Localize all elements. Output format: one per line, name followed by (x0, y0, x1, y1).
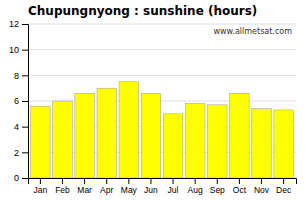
axis-domain (29, 179, 297, 185)
x-axis: Jan Feb Mar Apr May Jun Jul Aug Sep Oct Nov Dec (29, 178, 297, 195)
tick: May (121, 178, 138, 195)
tick: Nov (254, 178, 270, 195)
annotation: www.allmetsat.com (214, 27, 293, 36)
title: Chupungnyong : sunshine (hours) (28, 4, 257, 18)
tick-mark (22, 178, 28, 179)
tick-mark (22, 24, 28, 25)
tick-mark (150, 178, 151, 184)
tick: 6 (14, 96, 28, 106)
tick-label: 4 (14, 122, 19, 132)
tick-label: 2 (14, 148, 19, 158)
tick-mark (22, 50, 28, 51)
tick-label: Sep (210, 185, 225, 195)
bar (97, 88, 116, 178)
tick-label: 0 (14, 173, 19, 183)
tick: Dec (276, 178, 292, 195)
tick: 8 (14, 71, 28, 81)
bar (31, 106, 50, 178)
tick: Apr (100, 178, 113, 195)
tick-mark (283, 178, 284, 184)
tick: Oct (233, 178, 247, 195)
tick-label: Feb (55, 185, 70, 195)
tick-label: May (121, 185, 138, 195)
tick-mark (195, 178, 196, 184)
grid-line (28, 75, 296, 76)
chart: 0 2 4 6 8 10 12 Jan Feb Mar Apr May Jun Jul Aug Sep Oct N… (0, 0, 306, 200)
tick-label: 12 (9, 19, 19, 29)
tick: Aug (188, 178, 203, 195)
tick-mark (128, 178, 129, 184)
tick-label: Apr (100, 185, 113, 195)
tick-label: 10 (9, 45, 19, 55)
bar (119, 82, 138, 178)
tick-label: Jun (144, 185, 158, 195)
tick-label: Nov (254, 185, 270, 195)
tick-mark (22, 75, 28, 76)
tick: Feb (55, 178, 70, 195)
tick: Sep (210, 178, 225, 195)
grid-line (28, 24, 296, 25)
tick-label: 8 (14, 71, 19, 81)
tick-mark (22, 127, 28, 128)
grid (28, 24, 296, 178)
tick: Jan (34, 178, 48, 195)
tick-mark (106, 178, 107, 184)
tick: Jul (168, 178, 179, 195)
tick-label: Aug (188, 185, 203, 195)
tick-label: Dec (276, 185, 292, 195)
bar (141, 93, 160, 178)
tick-mark (22, 101, 28, 102)
tick-mark (62, 178, 63, 184)
bar (75, 93, 94, 178)
grid-line (28, 49, 296, 50)
tick-label: Jan (34, 185, 48, 195)
tick-label: 6 (14, 96, 19, 106)
tick: 10 (9, 45, 28, 55)
tick-mark (239, 178, 240, 184)
tick-mark (22, 152, 28, 153)
bar (230, 93, 249, 178)
tick-mark (84, 178, 85, 184)
bar (185, 104, 204, 178)
tick: 4 (14, 122, 28, 132)
y-axis: 0 2 4 6 8 10 12 (9, 19, 29, 183)
tick: 0 (14, 173, 28, 183)
plot: 0 2 4 6 8 10 12 Jan Feb Mar Apr May Jun Jul Aug Sep Oct N… (9, 19, 297, 195)
tick-label: Oct (233, 185, 247, 195)
tick-mark (40, 178, 41, 184)
bar (208, 105, 227, 178)
tick-label: Mar (77, 185, 92, 195)
tick-mark (217, 178, 218, 184)
bar (163, 114, 182, 178)
bar (252, 109, 271, 178)
tick-mark (261, 178, 262, 184)
tick: Mar (77, 178, 92, 195)
bar (53, 101, 72, 178)
tick-label: Jul (168, 185, 179, 195)
tick: Jun (144, 178, 158, 195)
axis-domain (22, 25, 29, 179)
tick: 2 (14, 148, 28, 158)
tick: 12 (9, 19, 28, 29)
bar (274, 110, 293, 178)
tick-mark (173, 178, 174, 184)
bars (31, 82, 294, 178)
